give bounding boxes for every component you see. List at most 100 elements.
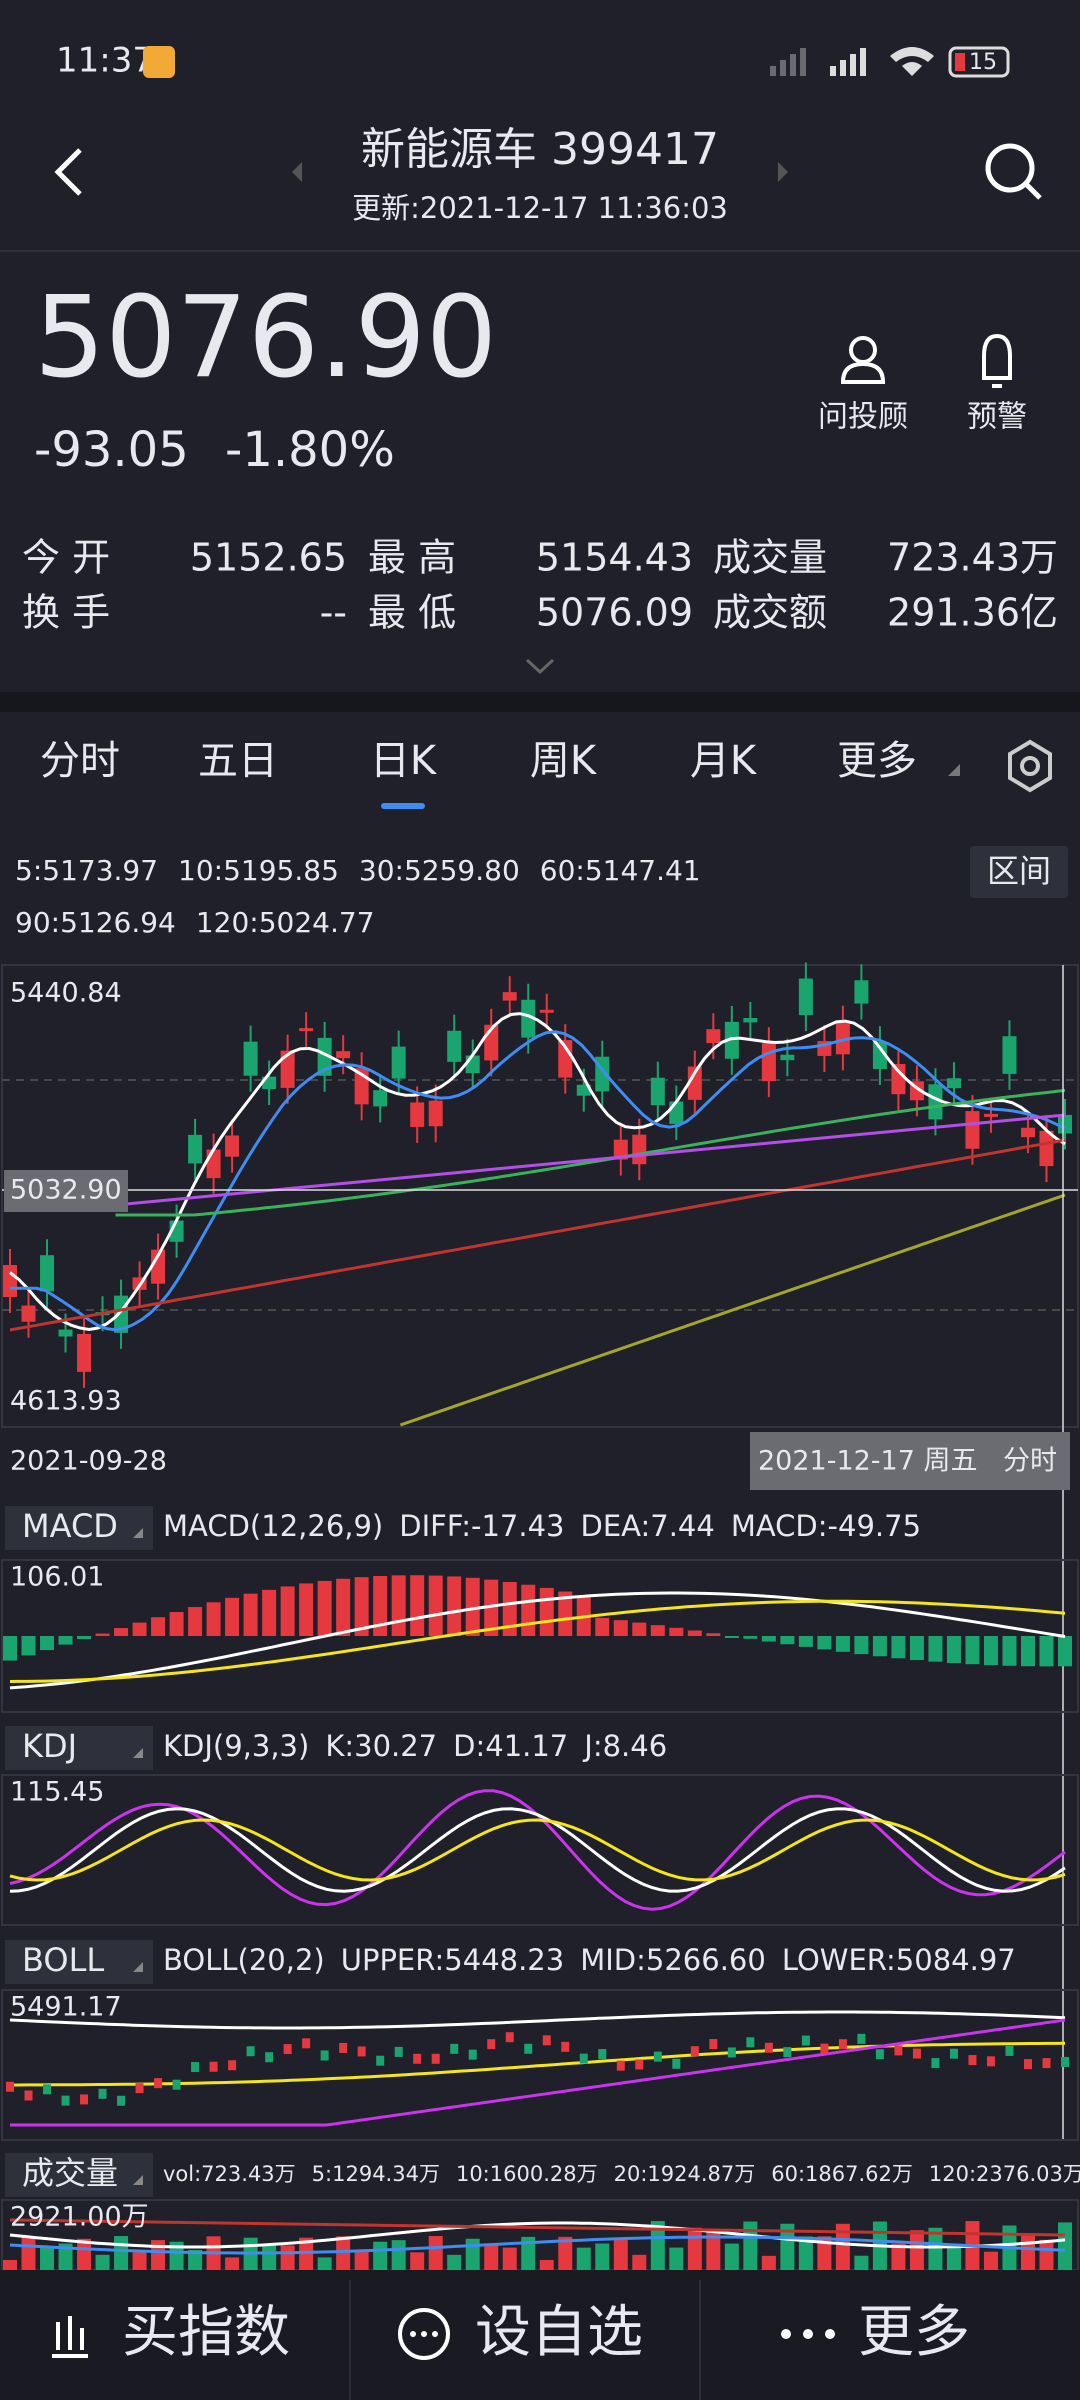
- candle-body: [373, 1090, 388, 1107]
- boll-candle: [394, 2046, 403, 2057]
- prev-arrow[interactable]: [292, 162, 302, 182]
- macd-bar: [95, 1633, 110, 1636]
- candle-body: [428, 1100, 443, 1127]
- watch-icon[interactable]: [398, 2308, 450, 2360]
- volume-bar: [262, 2245, 277, 2270]
- main-chart-frame: [1, 964, 1079, 1428]
- range-button[interactable]: 区间: [987, 852, 1051, 890]
- boll-candle: [616, 2060, 625, 2071]
- candle-body: [317, 1037, 332, 1076]
- candle-body: [650, 1077, 665, 1106]
- candle-body: [188, 1134, 203, 1164]
- macd-bar: [891, 1636, 906, 1659]
- indicator-line: [9, 2235, 1066, 2255]
- boll-candle: [542, 2035, 551, 2046]
- volume-bar: [613, 2238, 628, 2270]
- search-button[interactable]: [985, 143, 1042, 200]
- volume-bar: [58, 2243, 73, 2270]
- indicator-value: DIFF:-17.43: [399, 1509, 564, 1543]
- indicator-value: 10:1600.28万: [456, 2162, 598, 2186]
- candle-body: [983, 1113, 998, 1117]
- macd-bar: [1002, 1636, 1017, 1666]
- candle-body: [206, 1149, 221, 1179]
- nav-watch[interactable]: 设自选: [475, 2300, 643, 2365]
- tab[interactable]: 周K: [530, 738, 598, 784]
- macd-bar: [928, 1636, 943, 1662]
- indicator-value: 60:1867.62万: [771, 2162, 913, 2186]
- indicator-name[interactable]: 成交量: [22, 2154, 118, 2192]
- tab[interactable]: 日K: [370, 738, 438, 784]
- macd-bar: [317, 1580, 332, 1636]
- tab[interactable]: 月K: [690, 738, 758, 784]
- expand-chevron[interactable]: [525, 658, 555, 675]
- end-date: 2021-12-17 周五: [758, 1446, 978, 1477]
- boll-candle: [764, 2042, 773, 2053]
- low-label: 4613.93: [10, 1386, 122, 1417]
- next-arrow[interactable]: [778, 162, 788, 182]
- candle-body: [299, 1028, 314, 1032]
- candle-body: [225, 1135, 240, 1157]
- indicator-tab-bg: [5, 2153, 153, 2197]
- stat-cell: 最 低: [368, 591, 456, 635]
- nav-more[interactable]: 更多: [858, 2300, 970, 2365]
- indicator-line: [9, 1012, 1066, 1332]
- macd-bar: [373, 1575, 388, 1636]
- indicator-caret: [133, 2175, 143, 2185]
- candle-body: [780, 1054, 795, 1061]
- boll-candle: [986, 2056, 995, 2067]
- volume-bar: [3, 2260, 17, 2270]
- buy-icon[interactable]: [52, 2316, 88, 2358]
- section-gap: [0, 692, 1080, 712]
- volume-bar: [410, 2252, 425, 2270]
- boll-candle: [838, 2039, 847, 2050]
- nav-buy[interactable]: 买指数: [122, 2300, 290, 2365]
- candle-body: [1058, 1114, 1072, 1134]
- macd-bar: [632, 1622, 647, 1636]
- candle-body: [77, 1333, 92, 1372]
- macd-bar: [539, 1587, 554, 1636]
- volume-bar: [428, 2236, 443, 2270]
- volume-bar: [780, 2223, 795, 2270]
- action-label[interactable]: 预警: [967, 400, 1027, 435]
- advisor-icon[interactable]: [840, 336, 886, 384]
- battery: [948, 46, 1010, 78]
- boll-candle: [265, 2052, 274, 2063]
- alert-icon[interactable]: [982, 333, 1012, 388]
- stat-cell: 成交量: [713, 536, 827, 580]
- high-label: 5440.84: [10, 978, 122, 1009]
- candle-body: [724, 1021, 739, 1059]
- stat-cell: 5076.09: [536, 591, 693, 635]
- volume-bar: [798, 2236, 813, 2270]
- indicator-value: UPPER:5448.23: [341, 1943, 564, 1977]
- range-button-bg[interactable]: [970, 846, 1068, 898]
- indicator-name[interactable]: MACD: [22, 1507, 118, 1545]
- back-button[interactable]: [54, 148, 82, 196]
- mode-link[interactable]: 分时: [1003, 1446, 1057, 1477]
- more-icon[interactable]: [781, 2329, 835, 2339]
- boll-candle: [949, 2048, 958, 2059]
- macd-bar: [687, 1630, 702, 1636]
- action-label[interactable]: 问投顾: [818, 400, 908, 435]
- tab[interactable]: 分时: [40, 738, 120, 784]
- indicator-name[interactable]: KDJ: [22, 1727, 77, 1765]
- current-label: 5032.90: [10, 1175, 122, 1206]
- boll-candle: [912, 2048, 921, 2059]
- tab[interactable]: 五日: [198, 738, 278, 784]
- volume-bar: [225, 2257, 240, 2270]
- volume-bar: [1058, 2222, 1072, 2270]
- macd-bar: [151, 1617, 166, 1636]
- macd-bar: [743, 1636, 758, 1639]
- settings-icon[interactable]: [1008, 739, 1052, 793]
- price: 5076.90: [34, 273, 497, 403]
- indicator-params: vol:723.43万: [163, 2162, 296, 2186]
- macd-bar: [521, 1584, 536, 1636]
- stat-cell: --: [320, 591, 347, 635]
- indicator-params: MACD(12,26,9): [163, 1509, 383, 1543]
- boll-candle: [357, 2046, 366, 2057]
- volume-bar: [502, 2247, 517, 2270]
- indicator-name[interactable]: BOLL: [22, 1941, 104, 1979]
- ma-label: 10:5195.85: [178, 854, 339, 887]
- macd-bar: [558, 1591, 573, 1636]
- tab[interactable]: 更多: [837, 738, 917, 784]
- macd-bar: [225, 1597, 240, 1636]
